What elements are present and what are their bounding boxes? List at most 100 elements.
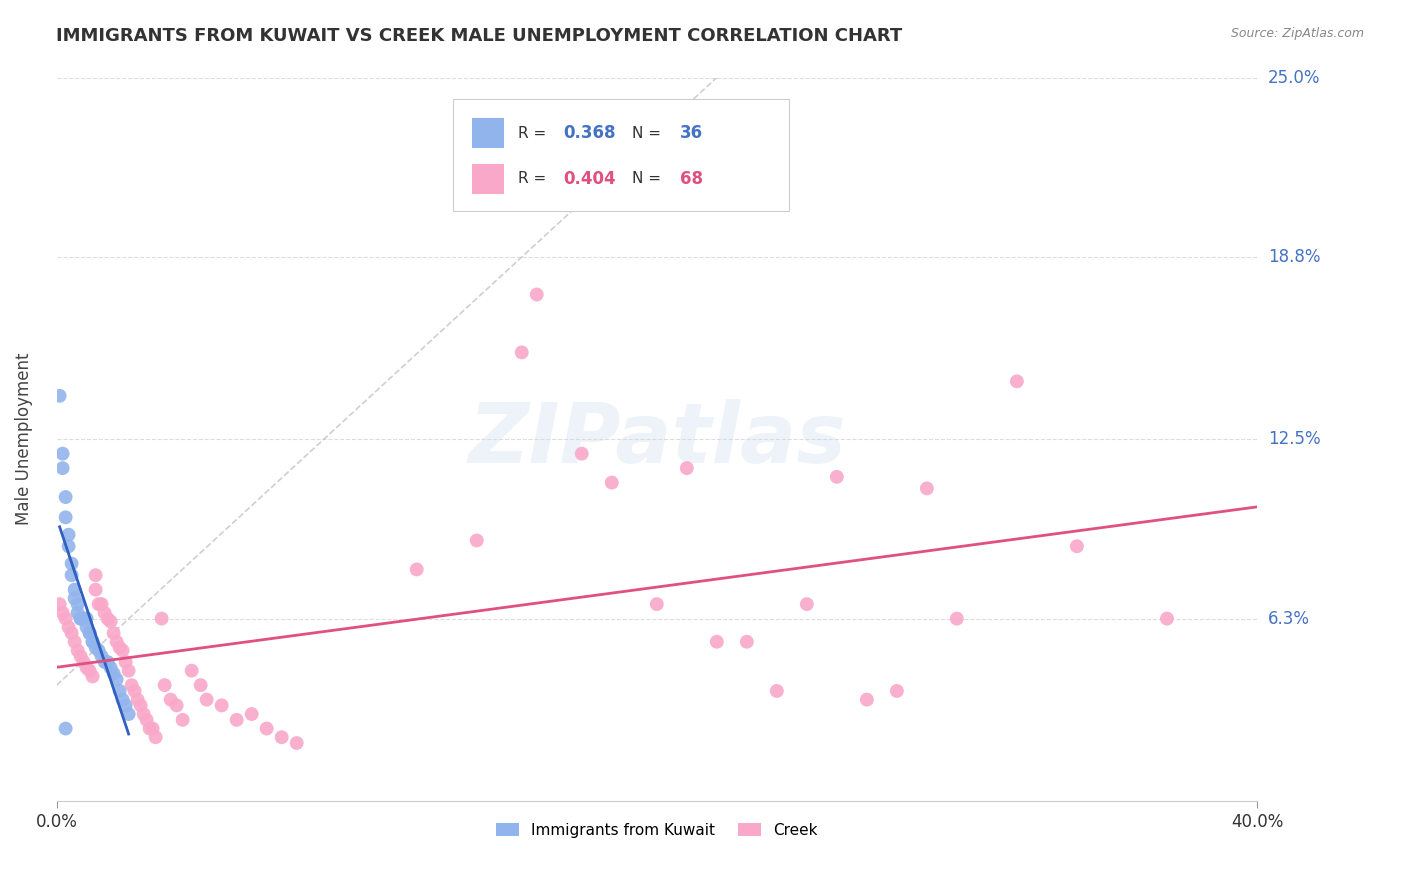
Point: [114, 698, 136, 713]
Point: [55, 490, 77, 504]
Point: [52, 606, 75, 620]
Point: [766, 684, 789, 698]
Point: [142, 722, 165, 736]
Point: [856, 692, 879, 706]
Point: [55, 510, 77, 524]
Point: [111, 643, 134, 657]
Point: [66, 643, 89, 657]
Point: [58, 527, 80, 541]
Point: [103, 626, 125, 640]
Point: [105, 634, 128, 648]
Point: [76, 620, 98, 634]
Point: [121, 678, 143, 692]
Point: [675, 461, 697, 475]
Text: 0.404: 0.404: [564, 169, 616, 188]
Point: [172, 713, 194, 727]
Point: [735, 634, 758, 648]
FancyBboxPatch shape: [472, 118, 505, 148]
Point: [52, 447, 75, 461]
Point: [72, 655, 94, 669]
Text: R =: R =: [517, 171, 551, 186]
Point: [93, 606, 115, 620]
Point: [66, 606, 89, 620]
Point: [100, 615, 122, 629]
Point: [76, 661, 98, 675]
Point: [82, 669, 104, 683]
Point: [526, 287, 548, 301]
Point: [1066, 539, 1088, 553]
Point: [97, 655, 120, 669]
Point: [600, 475, 623, 490]
Point: [52, 461, 75, 475]
Point: [571, 447, 593, 461]
Point: [225, 713, 247, 727]
Point: [1005, 375, 1028, 389]
Point: [285, 736, 308, 750]
Point: [796, 597, 818, 611]
Point: [108, 684, 131, 698]
Point: [886, 684, 908, 698]
Point: [946, 611, 969, 625]
Point: [256, 722, 278, 736]
Point: [60, 568, 83, 582]
Text: N =: N =: [631, 171, 665, 186]
Point: [127, 692, 149, 706]
Point: [825, 470, 848, 484]
Text: 68: 68: [679, 169, 703, 188]
Point: [180, 664, 202, 678]
Point: [48, 597, 70, 611]
Point: [84, 640, 107, 655]
Point: [87, 643, 110, 657]
Point: [117, 664, 139, 678]
Point: [915, 482, 938, 496]
Point: [190, 678, 212, 692]
Point: [87, 597, 110, 611]
Text: 18.8%: 18.8%: [1268, 248, 1320, 266]
Point: [97, 611, 120, 625]
Legend: Immigrants from Kuwait, Creek: Immigrants from Kuwait, Creek: [489, 816, 824, 844]
Point: [69, 611, 91, 625]
Point: [90, 649, 112, 664]
Point: [129, 698, 152, 713]
Point: [79, 664, 101, 678]
FancyBboxPatch shape: [453, 99, 789, 211]
Text: ZIPatlas: ZIPatlas: [468, 399, 846, 480]
Point: [69, 611, 91, 625]
Point: [55, 611, 77, 625]
Point: [145, 730, 167, 744]
Point: [1156, 611, 1178, 625]
Point: [66, 597, 89, 611]
Point: [58, 539, 80, 553]
Y-axis label: Male Unemployment: Male Unemployment: [15, 353, 32, 525]
Point: [150, 611, 173, 625]
Point: [100, 661, 122, 675]
Text: 6.3%: 6.3%: [1268, 609, 1310, 628]
Point: [105, 673, 128, 687]
Point: [103, 666, 125, 681]
Point: [93, 655, 115, 669]
Point: [124, 684, 146, 698]
Point: [79, 626, 101, 640]
Text: R =: R =: [517, 126, 551, 141]
Point: [84, 568, 107, 582]
Point: [132, 707, 155, 722]
Point: [69, 649, 91, 664]
Point: [48, 389, 70, 403]
Point: [82, 634, 104, 648]
Point: [195, 692, 218, 706]
Point: [63, 634, 86, 648]
Point: [60, 626, 83, 640]
Point: [72, 611, 94, 625]
Point: [60, 557, 83, 571]
Text: 0.368: 0.368: [564, 124, 616, 142]
Point: [76, 611, 98, 625]
Point: [240, 707, 263, 722]
Point: [645, 597, 668, 611]
FancyBboxPatch shape: [472, 163, 505, 194]
Text: IMMIGRANTS FROM KUWAIT VS CREEK MALE UNEMPLOYMENT CORRELATION CHART: IMMIGRANTS FROM KUWAIT VS CREEK MALE UNE…: [56, 27, 903, 45]
Point: [55, 722, 77, 736]
Point: [63, 591, 86, 606]
Point: [111, 692, 134, 706]
Point: [166, 698, 188, 713]
Point: [90, 597, 112, 611]
